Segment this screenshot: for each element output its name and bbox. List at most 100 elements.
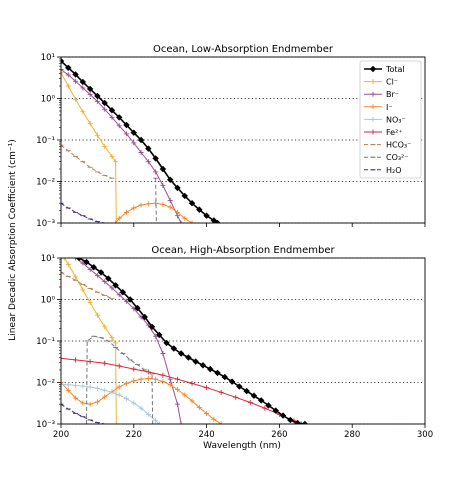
low-absorption-y-tick-label: 10⁻² <box>36 178 55 188</box>
low-absorption-title: Ocean, Low-Absorption Endmember <box>153 44 334 55</box>
high-absorption-series-4-line <box>61 383 160 424</box>
low-absorption-series-2-point <box>94 98 100 104</box>
high-absorption-series-4-point <box>65 382 71 388</box>
low-absorption-series-0-point <box>137 136 145 144</box>
high-absorption-series-2-point <box>109 285 115 291</box>
low-absorption-series-0-point <box>167 176 174 183</box>
high-absorption-series-1-point <box>109 335 115 341</box>
low-absorption-series-1-point <box>65 83 71 89</box>
high-absorption-series-0-point <box>250 392 258 399</box>
low-absorption-series-7-line <box>155 178 157 223</box>
low-absorption-series-3-point <box>116 215 122 221</box>
high-absorption-series-3-point <box>116 384 122 390</box>
high-absorption-series-3-point <box>204 410 210 416</box>
high-absorption-series-0-point <box>214 369 221 377</box>
legend-label: Fe²⁺ <box>386 128 403 137</box>
high-absorption-series-2-point <box>174 401 180 407</box>
low-absorption-series-1-point <box>109 154 115 160</box>
high-absorption-series-0-point <box>185 354 192 361</box>
low-absorption-series-2-point <box>65 72 71 78</box>
high-absorption-series-7-line <box>86 335 154 424</box>
low-absorption-series-0-point <box>108 107 116 114</box>
high-absorption-x-tick-label: 220 <box>126 430 142 440</box>
high-absorption-series-3-point <box>73 395 79 401</box>
low-absorption-series-2-point <box>160 183 166 189</box>
high-absorption-series-0-point <box>141 313 148 321</box>
bottom-chart-panel: Ocean, High-Absorption Endmember 10⁻³ 10⁻²… <box>36 245 433 440</box>
high-absorption-series-0-point <box>243 387 250 395</box>
low-absorption-y-tick-label: 10¹ <box>41 53 55 63</box>
low-absorption-y-tick-label: 10⁻¹ <box>36 136 55 146</box>
low-absorption-series-8-line <box>61 202 105 223</box>
low-absorption-series-3-point <box>160 201 166 207</box>
high-absorption-series-0-point <box>272 407 279 414</box>
low-absorption-series-0-point <box>181 192 188 200</box>
low-absorption-series-3-point <box>174 209 180 215</box>
high-absorption-series-5-point <box>174 376 180 382</box>
high-absorption-series-8-line <box>61 403 105 424</box>
low-absorption-series-3-point <box>189 220 195 223</box>
low-absorption-series-2-point <box>73 78 79 84</box>
high-absorption-series-1-point <box>113 421 119 424</box>
high-absorption-series-0-point <box>177 350 185 357</box>
high-absorption-series-3-point <box>87 401 93 407</box>
low-absorption-series-1-point <box>94 132 100 138</box>
high-absorption-series-5-point <box>218 389 224 395</box>
low-absorption-series-2-point <box>87 91 93 97</box>
top-chart-panel: Ocean, Low-Absorption Endmember 10⁻³ 10⁻² 1… <box>36 44 426 229</box>
high-absorption-series-4-point <box>102 387 108 393</box>
high-absorption-series-0-point <box>105 275 112 282</box>
high-absorption-series-0-point <box>199 362 207 369</box>
high-absorption-series-3-point <box>153 376 159 382</box>
low-absorption-series-0-point <box>123 121 130 129</box>
low-absorption-series-0-point <box>174 184 181 192</box>
low-absorption-series-3-point <box>113 220 119 223</box>
low-absorption-series-1-point <box>73 96 79 102</box>
legend-entry: NO₃⁻ <box>364 115 406 124</box>
low-absorption-series-0-point <box>116 114 123 121</box>
high-absorption-series-3-point <box>174 386 180 392</box>
high-absorption-series-3-point <box>80 400 86 406</box>
high-absorption-series-2-point <box>116 292 122 298</box>
legend-marker <box>369 65 377 73</box>
low-absorption-series-0-point <box>203 212 210 219</box>
low-absorption-series-2-point <box>131 140 137 146</box>
high-absorption-series-2-point <box>94 272 100 278</box>
high-absorption-series-3-point <box>61 380 64 385</box>
legend-box <box>359 60 422 179</box>
high-absorption-series-0-point <box>228 378 236 385</box>
high-absorption-series-4-point <box>80 383 86 389</box>
low-absorption-series-6-line <box>61 144 113 179</box>
high-absorption-series-0-point <box>76 258 83 262</box>
high-absorption-series-3-point <box>196 404 202 410</box>
low-absorption-series-0-point <box>130 129 137 136</box>
high-absorption-series-0-point <box>294 419 301 424</box>
high-absorption-series-0-point <box>126 296 134 303</box>
high-absorption-x-tick-label: 240 <box>198 430 214 440</box>
legend-entry: Cl⁻ <box>364 78 398 87</box>
low-absorption-y-tick-label: 10⁻³ <box>36 219 55 229</box>
high-absorption-series-2-point <box>153 333 159 339</box>
high-absorption-series-1-point <box>113 340 119 346</box>
high-absorption-series-4-point <box>116 392 122 398</box>
high-absorption-series-4-point <box>145 411 151 417</box>
high-absorption-series-5-point <box>298 421 304 424</box>
high-absorption-series-1-point <box>65 261 71 267</box>
high-absorption-series-0-point <box>119 288 127 296</box>
high-absorption-series-1-point <box>80 287 86 293</box>
high-absorption-series-3-point <box>182 392 188 398</box>
high-absorption-series-6-line <box>61 271 113 300</box>
high-absorption-series-4-point <box>156 421 162 424</box>
high-absorption-y-tick-label: 10⁻² <box>36 379 55 389</box>
high-absorption-series-0-point <box>156 331 163 339</box>
high-absorption-series-1-line <box>64 258 117 424</box>
low-absorption-series-0-point <box>72 71 79 78</box>
high-absorption-x-tick-label: 260 <box>271 430 287 440</box>
low-absorption-series-0-point <box>214 219 221 223</box>
low-absorption-series-2-point <box>153 169 159 175</box>
high-absorption-series-3-point <box>218 421 224 424</box>
high-absorption-series-2-point <box>87 266 93 272</box>
legend-marker <box>370 129 376 135</box>
high-absorption-series-0-point <box>97 269 105 276</box>
